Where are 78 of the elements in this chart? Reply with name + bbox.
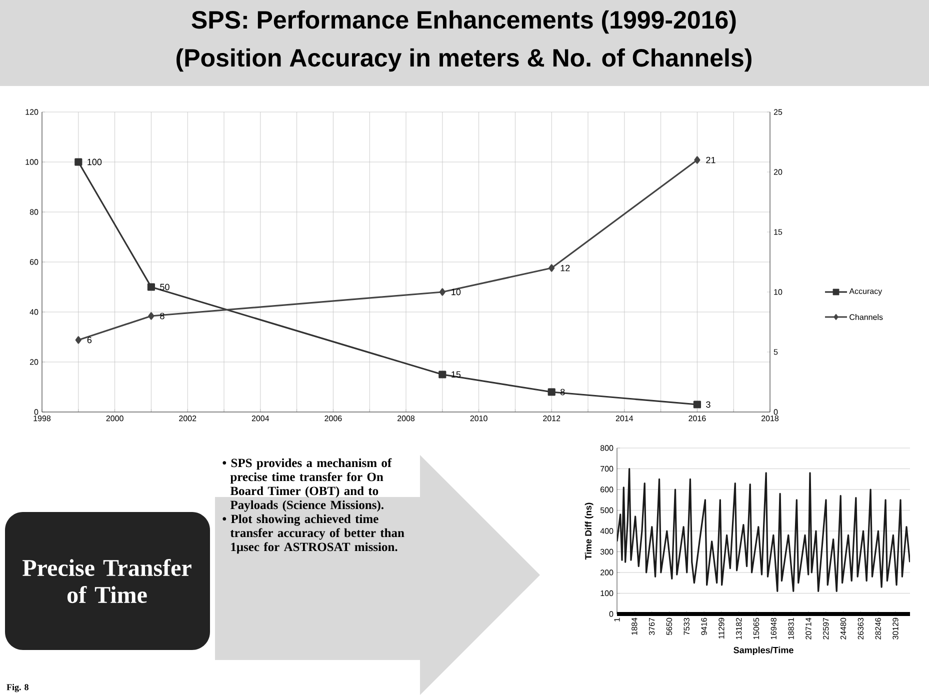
x-tick-label: 1998: [34, 416, 51, 422]
y-tick-label: 600: [600, 486, 614, 492]
point: [148, 312, 154, 320]
data-label: 6: [87, 336, 92, 344]
x-tick-label: 9416: [701, 618, 707, 635]
y-tick-label: 80: [30, 209, 38, 215]
y2-tick-label: 15: [774, 229, 782, 235]
x-tick-label: 2014: [616, 416, 634, 422]
x-tick-label: 2002: [179, 416, 196, 422]
x-tick-label: 3767: [648, 618, 655, 636]
text: • SPS provides a mechanism of precise time transfer for On Board Timer (OBT) and to Payloads (Science Missions).: [222, 458, 392, 512]
x-tick-label: 26363: [858, 618, 864, 640]
x-tick-label: 1884: [632, 618, 638, 635]
x-tick-label: 24480: [840, 618, 846, 640]
point: [694, 156, 700, 164]
x-tick-label: 28246: [875, 618, 881, 640]
x-tick-label: 18831: [788, 618, 794, 640]
point: [74, 158, 82, 166]
text: Precise Transfer of Time: [22, 558, 192, 604]
data-label: 50: [160, 284, 170, 290]
y-tick-label: 0: [609, 611, 614, 617]
x-tick-label: 2000: [106, 416, 124, 422]
text: • Plot showing achieved time transfer accuracy of better than 1μsec for ASTROSAT mission.: [222, 514, 404, 554]
y2-tick-label: 10: [774, 289, 782, 295]
point: [548, 264, 555, 272]
y-tick-label: 700: [600, 466, 614, 472]
x-tick-label: 2018: [762, 416, 779, 422]
data-label: 21: [706, 156, 716, 164]
y-tick-label: 100: [26, 159, 38, 165]
x-tick-label: 2016: [688, 416, 706, 422]
x-tick-label: 2012: [543, 416, 560, 422]
y-tick-label: 500: [600, 507, 614, 514]
x-axis-title: Samples/Time: [734, 646, 794, 656]
y-axis-title: Time Diff (ns): [584, 502, 594, 560]
chart-title: SPS: Performance Enhancements (1999-2016): [192, 10, 736, 34]
y-tick-label: 20: [30, 359, 38, 365]
legend-label: Channels: [850, 314, 883, 320]
y2-tick-label: 5: [774, 349, 778, 355]
x-tick-label: 22597: [823, 618, 829, 640]
x-tick-label: 5650: [666, 618, 672, 636]
line-series: [617, 468, 910, 592]
x-tick-label: 2008: [398, 416, 415, 422]
x-tick-label: 15065: [753, 618, 760, 640]
x-tick-label: 2006: [324, 416, 342, 422]
point: [438, 370, 446, 378]
y2-tick-label: 20: [774, 169, 782, 175]
x-tick-label: 11299: [718, 618, 724, 639]
legend-label: Accuracy: [849, 288, 882, 296]
point: [147, 283, 155, 291]
y2-tick-label: 0: [774, 409, 778, 415]
point: [548, 388, 556, 396]
point: [439, 288, 446, 296]
x-tick-label: 13182: [736, 618, 742, 640]
y-tick-label: 40: [30, 309, 38, 315]
caption: Fig. 8: [6, 684, 28, 692]
x-tick-label: 1: [614, 618, 620, 622]
data-label: 100: [88, 158, 102, 166]
y-tick-label: 200: [600, 570, 614, 576]
data-label: 3: [706, 401, 710, 408]
chart-subtitle: (Position Accuracy in meters & No. of Channels): [176, 48, 752, 72]
y-tick-label: 100: [600, 590, 614, 596]
y-tick-label: 0: [34, 409, 38, 415]
x-tick-label: 20714: [806, 618, 812, 640]
y-tick-label: 400: [600, 528, 614, 534]
y-tick-label: 60: [30, 259, 38, 265]
data-label: 12: [560, 264, 570, 272]
x-tick-label: 2010: [470, 416, 488, 422]
y-tick-label: 800: [600, 445, 614, 451]
x-tick-label: 7533: [684, 618, 690, 635]
y-tick-label: 300: [600, 548, 614, 555]
y2-tick-label: 25: [774, 109, 782, 115]
y-tick-label: 120: [26, 109, 38, 115]
point: [75, 336, 82, 344]
data-label: 10: [452, 288, 461, 296]
x-tick-label: 16948: [770, 618, 776, 640]
x-tick-label: 30129: [892, 618, 898, 640]
point: [693, 400, 702, 408]
x-tick-label: 2004: [252, 416, 270, 422]
